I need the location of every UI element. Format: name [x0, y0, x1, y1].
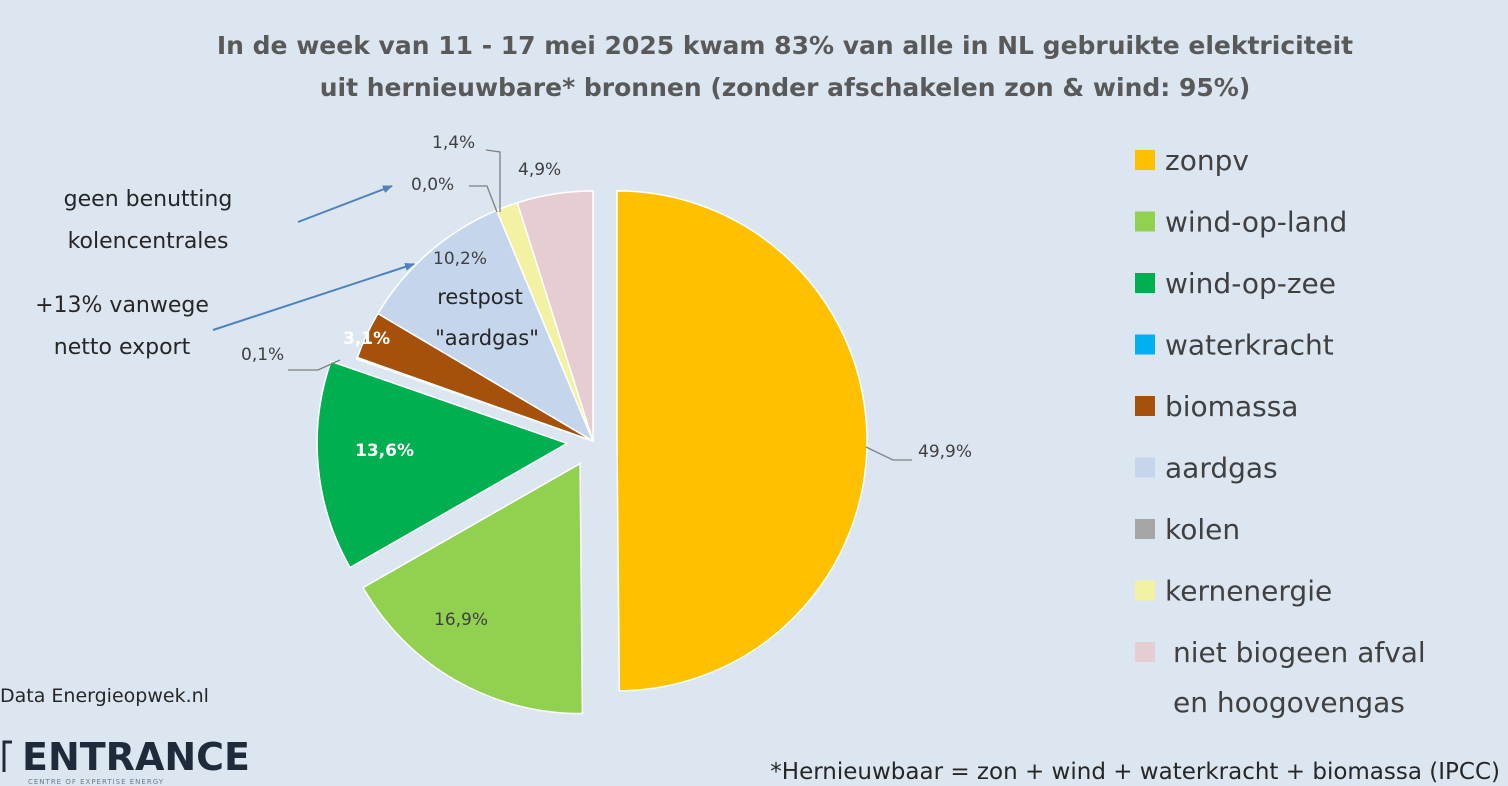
export-note-2: netto export	[54, 335, 191, 360]
legend-swatch-1	[1135, 211, 1155, 232]
pie-slice-zonpv	[616, 190, 868, 692]
legend-swatch-4	[1135, 396, 1155, 416]
footnote: *Hernieuwbaar = zon + wind + waterkracht…	[770, 759, 1500, 785]
restpost-label-1: restpost	[437, 285, 523, 309]
pie-slice-wind-op-zee	[316, 360, 569, 569]
logo-text: ENTRANCE	[22, 735, 250, 779]
legend-swatch-0	[1135, 150, 1155, 170]
legend-label-8-line2: en hoogovengas	[1173, 686, 1405, 719]
legend: zonpv wind-op-land wind-op-zee waterkracht b…	[1135, 144, 1426, 719]
legend-swatch-2	[1135, 273, 1155, 293]
legend-label-5: aardgas	[1165, 452, 1278, 485]
legend-label-4: biomassa	[1165, 390, 1298, 423]
pie-slice-aardgas	[376, 209, 595, 443]
logo-bracket	[2, 740, 12, 772]
label-waterkracht: 0,1%	[241, 345, 284, 365]
leader-lines	[288, 149, 912, 461]
arrow-export	[212, 263, 415, 331]
legend-label-2: wind-op-zee	[1165, 267, 1336, 300]
label-aardgas: 10,2%	[433, 249, 487, 269]
label-kernenergie: 1,4%	[432, 133, 475, 153]
legend-label-3: waterkracht	[1165, 329, 1334, 362]
leader-zonpv	[865, 446, 912, 461]
legend-swatch-3	[1135, 334, 1155, 355]
legend-swatch-6	[1135, 519, 1155, 539]
logo-subtext: CENTRE OF EXPERTISE ENERGY	[28, 778, 164, 786]
chart-subtitle: uit hernieuwbare* bronnen (zonder afscha…	[320, 73, 1251, 102]
label-wind-op-zee: 13,6%	[355, 441, 414, 461]
legend-swatch-7	[1135, 580, 1155, 601]
legend-label-0: zonpv	[1165, 144, 1249, 177]
label-biomassa: 3,1%	[343, 329, 390, 349]
coal-note-2: kolencentrales	[68, 229, 229, 254]
entrance-logo: ENTRANCE CENTRE OF EXPERTISE ENERGY	[2, 735, 250, 786]
label-kolen: 0,0%	[411, 175, 454, 195]
leader-kolen	[469, 185, 498, 213]
legend-label-1: wind-op-land	[1165, 206, 1347, 239]
pie-slice-wind-op-land	[362, 462, 584, 715]
legend-swatch-8	[1135, 642, 1155, 662]
leader-waterkracht	[288, 359, 341, 371]
restpost-label-2: "aardgas"	[435, 326, 539, 350]
label-wind-op-land: 16,9%	[434, 610, 488, 630]
leader-kernenergie	[485, 149, 501, 212]
pie-group	[316, 190, 868, 715]
pie-slice-niet-biogeen-afval-en-hoogovengas	[516, 190, 594, 442]
arrow-coal	[297, 185, 393, 223]
label-afval: 4,9%	[518, 160, 561, 180]
legend-swatch-5	[1135, 457, 1155, 478]
source-text: Data Energieopwek.nl	[0, 685, 209, 707]
legend-label-7: kernenergie	[1165, 575, 1332, 608]
label-zonpv: 49,9%	[918, 442, 972, 462]
export-note-1: +13% vanwege	[35, 293, 209, 318]
coal-note-1: geen benutting	[64, 187, 233, 212]
chart-title: In de week van 11 - 17 mei 2025 kwam 83%…	[217, 31, 1353, 60]
legend-label-8: niet biogeen afval	[1173, 636, 1426, 669]
legend-label-6: kolen	[1165, 513, 1240, 546]
